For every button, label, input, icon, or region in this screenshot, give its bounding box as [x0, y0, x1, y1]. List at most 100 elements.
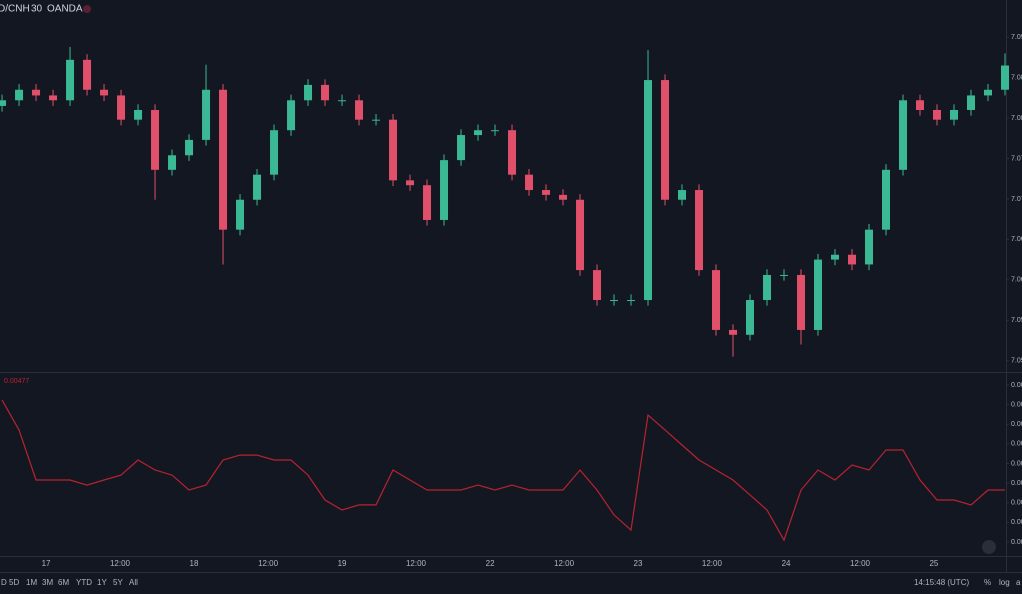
candle-body: [610, 300, 619, 302]
candle-body: [168, 155, 177, 170]
candle-body: [899, 100, 908, 170]
candle-body: [627, 300, 636, 302]
x-tick-label: 23: [634, 559, 643, 568]
candle-body: [542, 190, 551, 195]
candle-body: [695, 190, 704, 271]
y-tick-label: 7.0550: [1011, 317, 1022, 324]
candle-body: [117, 95, 126, 120]
x-tick-label: 24: [782, 559, 791, 568]
candle-body: [746, 300, 755, 335]
candle-body: [236, 199, 245, 230]
x-tick-label: 18: [190, 559, 199, 568]
candle-body: [491, 130, 500, 132]
candle-body: [780, 274, 789, 276]
candle-body: [321, 84, 330, 101]
candle-body: [304, 84, 313, 101]
range-button[interactable]: 3M: [42, 578, 53, 587]
auto-toggle[interactable]: a: [1016, 578, 1021, 587]
y-tick-label: 0.0030: [1011, 480, 1022, 487]
x-tick-label: 12:00: [258, 559, 279, 568]
y-tick-label: 0.0010: [1011, 519, 1022, 526]
y-tick-label: 0.0040: [1011, 460, 1022, 467]
candle-body: [440, 160, 449, 220]
candle-body: [66, 59, 75, 101]
candle-body: [372, 119, 381, 121]
x-tick-label: 19: [338, 559, 347, 568]
range-button[interactable]: 5Y: [113, 578, 123, 587]
candle-body: [151, 109, 160, 170]
x-tick-label: 22: [486, 559, 495, 568]
clock: 14:15:48 (UTC): [914, 578, 969, 587]
candle-body: [712, 270, 721, 330]
interval: 30: [31, 4, 43, 15]
scroll-button[interactable]: [982, 540, 996, 554]
candle-body: [389, 119, 398, 181]
candle-body: [593, 270, 602, 301]
y-tick-label: 0.0070: [1011, 401, 1022, 408]
x-tick-label: 12:00: [406, 559, 427, 568]
symbol: D/CNH: [0, 4, 30, 15]
y-tick-label: 7.0800: [1011, 115, 1022, 122]
range-button[interactable]: All: [129, 578, 138, 587]
candle-body: [678, 190, 687, 200]
log-toggle[interactable]: log: [999, 578, 1010, 587]
source: OANDA: [47, 4, 83, 15]
y-tick-label: 7.0500: [1011, 358, 1022, 365]
candle-body: [287, 100, 296, 131]
y-tick-label: 0.0020: [1011, 500, 1022, 507]
candle-body: [508, 130, 517, 175]
candle-body: [185, 139, 194, 156]
candle-body: [202, 89, 211, 140]
candle-body: [100, 89, 109, 96]
candle-body: [253, 174, 262, 200]
candle-body: [525, 174, 534, 191]
range-button[interactable]: YTD: [76, 578, 92, 587]
percent-toggle[interactable]: %: [984, 578, 991, 587]
x-tick-label: 12:00: [110, 559, 131, 568]
x-tick-label: 12:00: [850, 559, 871, 568]
y-tick-label: 7.0850: [1011, 74, 1022, 81]
indicator-line: [1, 399, 1005, 542]
y-tick-label: 0.0060: [1011, 421, 1022, 428]
candle-body: [355, 100, 364, 120]
candle-body: [967, 95, 976, 110]
y-tick-label: 7.0650: [1011, 236, 1022, 243]
x-tick-label: 12:00: [702, 559, 723, 568]
y-tick-label: 0.0050: [1011, 441, 1022, 448]
candle-body: [15, 89, 24, 101]
candle-body: [457, 135, 466, 161]
candle-body: [49, 95, 58, 101]
candle-body: [916, 100, 925, 110]
candle-body: [763, 274, 772, 301]
candle-body: [661, 80, 670, 200]
candle-body: [559, 194, 568, 200]
range-button[interactable]: 1Y: [97, 578, 107, 587]
candle-body: [797, 274, 806, 330]
y-tick-label: 7.0600: [1011, 277, 1022, 284]
range-d[interactable]: D: [1, 578, 7, 587]
candle-body: [406, 180, 415, 186]
candle-body: [984, 89, 993, 96]
candle-body: [0, 100, 7, 106]
range-button[interactable]: 5D: [9, 578, 19, 587]
y-tick-label: 0.0000: [1011, 539, 1022, 546]
indicator-value: 0.00477: [4, 378, 29, 385]
status-dot: [83, 5, 91, 13]
candle-body: [831, 254, 840, 260]
candle-body: [1001, 65, 1009, 90]
x-tick-label: 17: [42, 559, 51, 568]
candle-body: [882, 169, 891, 230]
candle-body: [865, 229, 874, 265]
y-tick-label: 7.0700: [1011, 196, 1022, 203]
candle-body: [423, 185, 432, 220]
range-button[interactable]: 1M: [26, 578, 37, 587]
y-tick-label: 7.0900: [1011, 34, 1022, 41]
range-button[interactable]: 6M: [58, 578, 69, 587]
candle-body: [729, 329, 738, 335]
candle-body: [933, 109, 942, 120]
candle-body: [134, 109, 143, 120]
